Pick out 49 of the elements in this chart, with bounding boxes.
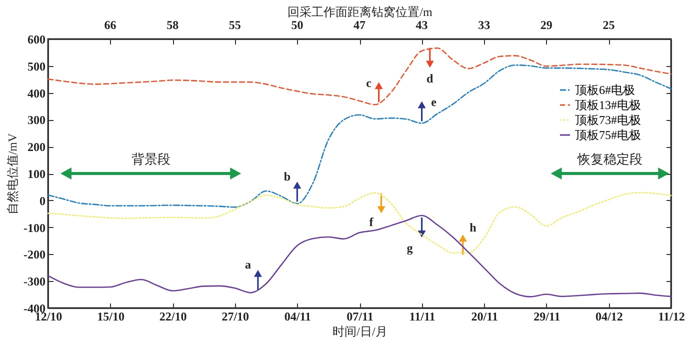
annotation: b [284,169,291,184]
annotation: h [470,220,477,234]
annotation: 背景段 [131,151,170,166]
annotation: c [366,76,372,90]
text: 25 [602,18,615,32]
x-tick-label: 15/10 [97,310,124,324]
x-tick-label: 04/12 [596,310,623,324]
x-tick-label: 11/11 [409,310,436,324]
x-tick-label: 22/10 [159,310,187,324]
text: 58 [166,18,179,32]
annotation: a [244,258,251,272]
text: 29 [540,18,552,32]
y-tick-label: 100 [28,167,46,181]
x-tick-label: 11/12 [658,310,685,324]
x-axis-title: 时间/日/月 [332,324,388,338]
y-tick-label: -300 [24,274,46,289]
legend-label: 顶板75#电极 [575,128,641,142]
legend-label: 顶板73#电极 [575,113,641,127]
text: 43 [416,18,428,32]
y-tick-label: -200 [24,248,46,262]
x-tick-label: 20/11 [471,310,498,324]
y-axis-title: 自然电位值/mV [6,133,20,215]
text: 55 [228,18,241,32]
y-tick-label: 300 [28,113,46,128]
legend-label: 顶板6#电极 [575,83,635,97]
y-tick-label: -100 [24,220,46,235]
x-tick-label: 04/11 [284,310,312,324]
annotation: e [431,94,438,109]
x-tick-label: 27/10 [222,310,250,324]
text: 33 [478,18,490,32]
line-series [47,214,672,298]
text: 50 [291,18,304,32]
x-tick-label: 29/11 [534,310,560,324]
x-tick-label: 07/11 [346,310,374,324]
y-tick-label: 0 [40,194,46,208]
y-tick-label: 200 [28,140,46,154]
y-tick-label: 400 [28,86,46,100]
legend-label: 顶板13#电极 [575,98,641,112]
annotation: 恢复稳定段 [576,151,642,166]
line-series [47,192,672,254]
x2-axis-title: 回采工作面距离钻窝位置/m [288,5,433,19]
annotation: f [369,215,374,230]
text: 66 [104,18,116,32]
annotation: g [406,241,413,256]
y-tick-label: 600 [28,32,46,46]
text: 47 [354,18,366,32]
annotation: d [426,71,434,86]
line-series [47,64,672,208]
y-tick-label: 500 [28,59,46,74]
